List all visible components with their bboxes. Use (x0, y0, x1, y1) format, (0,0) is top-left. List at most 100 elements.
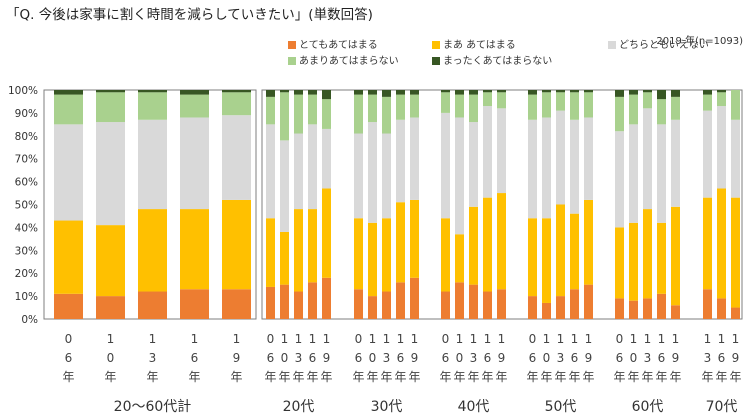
bar-segment (96, 225, 125, 297)
bar-segment (382, 218, 391, 292)
x-tick-label: 年 (701, 370, 713, 384)
x-tick-label: 6 (65, 351, 73, 365)
bar-segment (180, 289, 209, 319)
x-tick-label: 年 (481, 370, 493, 384)
bar-segment (483, 106, 492, 198)
y-tick-label: 70% (15, 154, 38, 166)
bar-segment (731, 197, 740, 308)
bar-segment (717, 92, 726, 107)
x-tick-label: 6 (191, 351, 199, 365)
bar-segment (469, 284, 478, 319)
bar-segment (294, 291, 303, 319)
x-tick-label: 年 (568, 370, 580, 384)
legend-label: とてもあてはまる (299, 40, 378, 51)
bar-segment (671, 90, 680, 97)
bar-segment (96, 92, 125, 123)
x-tick-label: 1 (484, 332, 492, 346)
bar-segment (138, 209, 167, 292)
bar-segment (322, 128, 331, 189)
bar-segment (396, 119, 405, 203)
x-tick-label: 1 (149, 332, 157, 346)
x-tick-label: 6 (355, 351, 363, 365)
bar-segment (556, 204, 565, 297)
legend-label: あまりあてはまらない (299, 56, 399, 67)
y-tick-label: 0% (21, 314, 38, 326)
bar-segment (368, 222, 377, 297)
x-tick-label: 年 (655, 370, 667, 384)
bar-segment (469, 94, 478, 123)
bar-segment (54, 124, 83, 221)
bar-segment (497, 90, 506, 93)
group-label: 70代 (706, 399, 738, 415)
bar-segment (322, 277, 331, 319)
bar-segment (703, 90, 712, 95)
x-tick-label: 6 (616, 351, 624, 365)
bar-segment (280, 92, 289, 141)
x-tick-label: 1 (718, 332, 726, 346)
x-tick-label: 年 (627, 370, 639, 384)
bar-segment (657, 124, 666, 223)
bar-segment (280, 284, 289, 319)
x-tick-label: 1 (658, 332, 666, 346)
x-tick-label: 9 (732, 351, 740, 365)
x-tick-label: 1 (411, 332, 419, 346)
bar-segment (54, 90, 83, 95)
bar-segment (138, 119, 167, 210)
bar-segment (570, 119, 579, 214)
x-tick-label: 3 (557, 351, 565, 365)
x-tick-label: 1 (543, 332, 551, 346)
legend-label: まあ あてはまる (443, 40, 516, 51)
x-tick-label: 1 (295, 332, 303, 346)
bar-segment (731, 90, 740, 120)
bar-segment (570, 92, 579, 120)
bar-segment (731, 119, 740, 198)
bar-segment (354, 90, 363, 95)
x-tick-label: 6 (529, 351, 537, 365)
bar-segment (368, 90, 377, 95)
x-tick-label: 1 (323, 332, 331, 346)
x-tick-label: 年 (669, 370, 681, 384)
x-tick-label: 0 (65, 332, 73, 346)
bar-segment (410, 277, 419, 319)
x-tick-label: 年 (729, 370, 741, 384)
bar-segment (54, 94, 83, 125)
bar-segment (629, 94, 638, 125)
x-tick-label: 0 (543, 351, 551, 365)
chart-title: 「Q. 今後は家事に割く時間を減らしていきたい」(単数回答) (6, 7, 373, 23)
bar-segment (643, 298, 652, 319)
x-tick-label: 6 (718, 351, 726, 365)
bar-segment (542, 302, 551, 319)
bar-segment (528, 218, 537, 297)
bar-segment (266, 124, 275, 219)
x-tick-label: 3 (383, 351, 391, 365)
x-tick-label: 6 (658, 351, 666, 365)
bar-segment (717, 188, 726, 299)
legend-swatch (288, 57, 296, 65)
bar-segment (368, 296, 377, 319)
y-tick-label: 80% (15, 131, 38, 143)
bar-segment (410, 117, 419, 200)
legend-label: まったくあてはまらない (443, 56, 553, 67)
bar-segment (455, 94, 464, 118)
x-tick-label: 1 (557, 332, 565, 346)
group-label: 30代 (371, 399, 403, 415)
group-label: 40代 (458, 399, 490, 415)
bar-segment (308, 209, 317, 283)
bar-segment (54, 220, 83, 294)
x-tick-label: 1 (630, 332, 638, 346)
bar-segment (396, 202, 405, 283)
bar-segment (368, 122, 377, 223)
bar-segment (294, 90, 303, 95)
x-tick-label: 9 (411, 351, 419, 365)
x-tick-label: 年 (292, 370, 304, 384)
y-tick-label: 20% (15, 268, 38, 280)
bar-segment (615, 131, 624, 228)
bar-segment (657, 99, 666, 125)
bar-segment (528, 94, 537, 120)
bar-segment (294, 133, 303, 210)
x-tick-label: 0 (355, 332, 363, 346)
bar-segment (441, 218, 450, 292)
bar-segment (138, 291, 167, 319)
bar-segment (483, 291, 492, 319)
